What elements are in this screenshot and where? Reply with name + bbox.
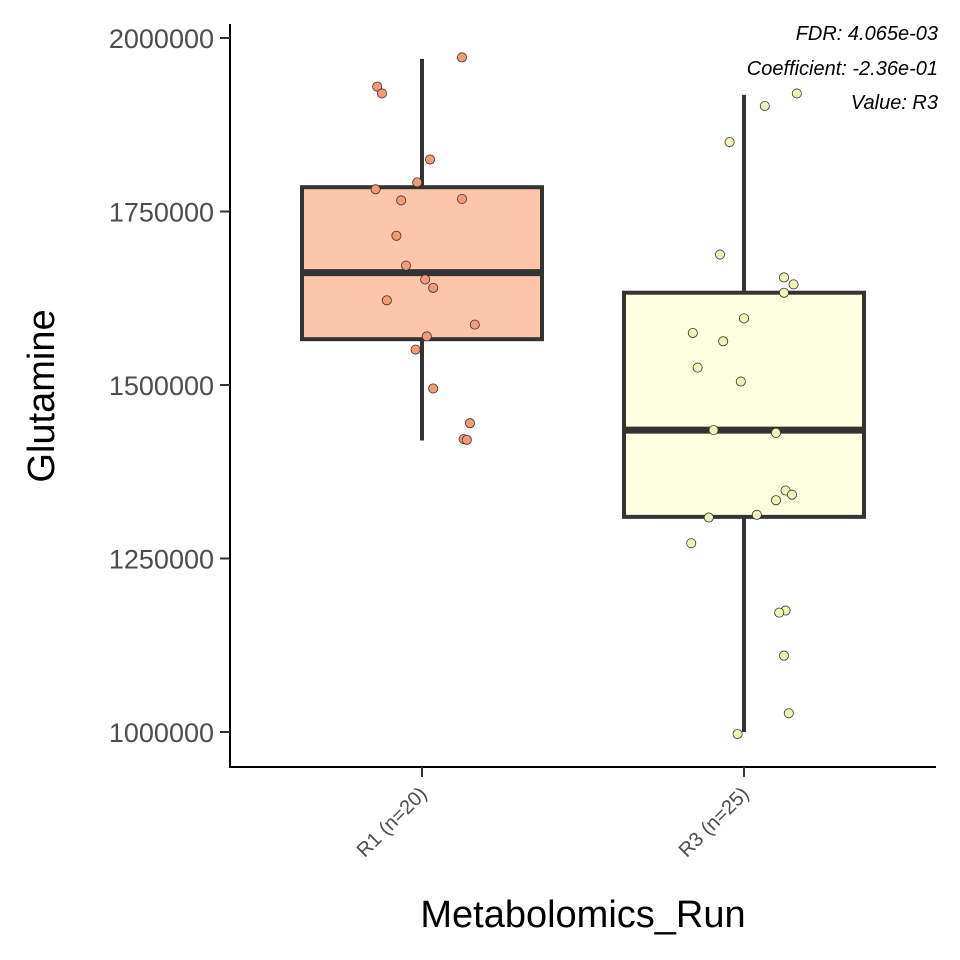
data-point xyxy=(759,101,770,112)
data-point xyxy=(692,362,703,373)
data-point xyxy=(788,279,799,290)
x-tick-label: R1 (n=20) xyxy=(353,783,432,862)
data-point xyxy=(412,177,423,188)
x-axis-title: Metabolomics_Run xyxy=(420,894,745,936)
data-point xyxy=(456,194,467,205)
y-tick-label: 1750000 xyxy=(109,198,214,228)
data-point xyxy=(396,195,407,206)
data-point xyxy=(687,327,698,338)
y-tick-label: 1500000 xyxy=(109,371,214,401)
data-point xyxy=(420,274,431,285)
box-group xyxy=(622,88,866,740)
data-point xyxy=(410,344,421,355)
data-point xyxy=(391,230,402,241)
data-point xyxy=(739,313,750,324)
data-point xyxy=(771,495,782,506)
data-point xyxy=(421,331,432,342)
x-ticks: R1 (n=20) R3 (n=25) xyxy=(353,767,754,862)
data-point xyxy=(783,708,794,719)
data-point xyxy=(428,282,439,293)
plot-area xyxy=(300,52,866,740)
data-point xyxy=(779,287,790,298)
data-point xyxy=(715,249,726,260)
data-point xyxy=(381,295,392,306)
data-point xyxy=(791,88,802,99)
data-point xyxy=(703,512,714,523)
data-point xyxy=(779,650,790,661)
data-point xyxy=(779,272,790,283)
y-tick-label: 1000000 xyxy=(109,718,214,748)
y-axis-title: Glutamine xyxy=(21,309,63,482)
data-point xyxy=(751,509,762,520)
data-point xyxy=(735,376,746,387)
data-point xyxy=(718,336,729,347)
axes xyxy=(229,24,936,768)
data-point xyxy=(771,427,782,438)
box-group xyxy=(300,52,544,445)
data-point xyxy=(424,154,435,165)
y-tick-label: 1250000 xyxy=(109,545,214,575)
data-point xyxy=(732,729,743,740)
y-ticks: 1000000 1250000 1500000 1750000 2000000 xyxy=(109,24,230,748)
box xyxy=(300,185,544,342)
data-point xyxy=(724,137,735,148)
data-point xyxy=(456,52,467,63)
box xyxy=(622,290,866,519)
annotation-value: Value: R3 xyxy=(851,92,938,114)
data-point xyxy=(787,489,798,500)
x-tick-label: R3 (n=25) xyxy=(675,783,754,862)
data-point xyxy=(708,425,719,436)
data-point xyxy=(372,81,383,92)
data-point xyxy=(370,184,381,195)
data-point xyxy=(376,88,387,99)
annotation-fdr: FDR: 4.065e-03 xyxy=(796,23,938,45)
data-point xyxy=(686,538,697,549)
data-point xyxy=(400,260,411,271)
annotation-coefficient: Coefficient: -2.36e-01 xyxy=(747,58,938,80)
data-point xyxy=(464,418,475,429)
data-point xyxy=(469,319,480,330)
y-tick-label: 2000000 xyxy=(109,24,214,54)
data-point xyxy=(774,607,785,618)
data-point xyxy=(428,383,439,394)
data-point xyxy=(461,434,472,445)
